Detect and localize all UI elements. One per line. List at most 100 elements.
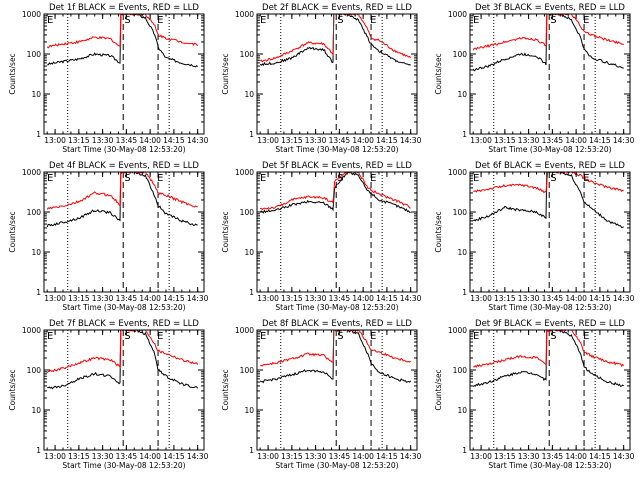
plot-frame bbox=[43, 13, 205, 135]
x-tick-label: 13:15 bbox=[494, 136, 516, 145]
mid-marker-label: S bbox=[550, 331, 556, 342]
y-tick-label: 1 bbox=[249, 288, 254, 297]
mid-marker-label: S bbox=[337, 331, 343, 342]
start-marker-label: E bbox=[473, 331, 479, 342]
x-tick-label: 14:00 bbox=[139, 136, 161, 145]
start-marker-label: E bbox=[473, 173, 479, 184]
x-tick-label: 14:30 bbox=[400, 136, 422, 145]
x-tick-label: 13:30 bbox=[305, 452, 327, 461]
events-series-line bbox=[259, 330, 412, 384]
x-tick-label: 14:15 bbox=[589, 136, 611, 145]
y-axis-label: Counts/sec bbox=[8, 369, 17, 410]
y-tick-label: 100 bbox=[240, 50, 255, 59]
x-axis-label: Start Time (30-May-08 12:53:20) bbox=[62, 461, 185, 470]
y-tick-label: 100 bbox=[27, 366, 42, 375]
y-tick-label: 1000 bbox=[22, 326, 41, 335]
x-tick-label: 13:00 bbox=[44, 294, 66, 303]
y-axis-label: Counts/sec bbox=[434, 53, 443, 94]
x-tick-label: 13:45 bbox=[116, 136, 138, 145]
start-marker-label: E bbox=[473, 15, 479, 26]
lld-series-line bbox=[46, 14, 199, 49]
x-tick-label: 14:15 bbox=[589, 452, 611, 461]
x-tick-label: 13:45 bbox=[329, 452, 351, 461]
x-tick-label: 13:00 bbox=[44, 136, 66, 145]
x-axis-label: Start Time (30-May-08 12:53:20) bbox=[488, 145, 611, 154]
end-marker-label: E bbox=[583, 15, 589, 26]
plot-frame bbox=[43, 329, 205, 451]
x-tick-label: 13:15 bbox=[494, 294, 516, 303]
x-tick-label: 13:30 bbox=[518, 294, 540, 303]
x-axis-label: Start Time (30-May-08 12:53:20) bbox=[275, 303, 398, 312]
x-tick-label: 14:30 bbox=[187, 136, 209, 145]
x-tick-label: 14:00 bbox=[565, 294, 587, 303]
x-tick-label: 13:30 bbox=[305, 136, 327, 145]
chart-panel-2: Det 2f BLACK = Events, RED = LLD 1 10 100 10… bbox=[221, 3, 422, 154]
x-tick-label: 14:15 bbox=[376, 452, 398, 461]
panel-title: Det 8f BLACK = Events, RED = LLD bbox=[262, 319, 412, 329]
y-tick-label: 1 bbox=[462, 288, 467, 297]
y-tick-label: 1 bbox=[36, 446, 41, 455]
panel-title: Det 2f BLACK = Events, RED = LLD bbox=[262, 3, 412, 13]
x-tick-label: 14:30 bbox=[400, 294, 422, 303]
x-tick-label: 14:15 bbox=[163, 294, 185, 303]
x-tick-label: 13:45 bbox=[329, 136, 351, 145]
lld-series-line bbox=[473, 330, 625, 368]
y-tick-label: 1000 bbox=[235, 326, 254, 335]
chart-panel-8: Det 8f BLACK = Events, RED = LLD 1 10 100 10… bbox=[221, 319, 422, 470]
mid-marker-label: S bbox=[124, 15, 130, 26]
events-series-line bbox=[259, 172, 411, 214]
y-tick-label: 1 bbox=[249, 130, 254, 139]
start-marker-label: E bbox=[260, 15, 266, 26]
end-marker-label: E bbox=[370, 173, 376, 184]
y-axis-label: Counts/sec bbox=[221, 211, 230, 252]
x-tick-label: 14:30 bbox=[187, 294, 209, 303]
x-tick-label: 13:30 bbox=[92, 294, 114, 303]
lld-series-line bbox=[259, 330, 411, 367]
plot-frame bbox=[256, 171, 418, 293]
x-tick-label: 14:15 bbox=[163, 136, 185, 145]
y-axis-label: Counts/sec bbox=[8, 211, 17, 252]
y-tick-label: 10 bbox=[457, 248, 467, 257]
y-tick-label: 1000 bbox=[448, 10, 467, 19]
x-tick-label: 13:00 bbox=[470, 452, 492, 461]
plot-frame bbox=[43, 171, 205, 293]
y-tick-label: 100 bbox=[453, 208, 468, 217]
x-tick-label: 13:30 bbox=[518, 452, 540, 461]
y-tick-label: 100 bbox=[240, 208, 255, 217]
x-tick-label: 13:45 bbox=[116, 452, 138, 461]
y-tick-label: 100 bbox=[27, 208, 42, 217]
lld-series-line bbox=[46, 330, 199, 374]
y-tick-label: 10 bbox=[244, 90, 254, 99]
events-series-line bbox=[472, 172, 624, 229]
start-marker-label: E bbox=[260, 173, 266, 184]
plot-frame bbox=[469, 329, 631, 451]
plot-frame bbox=[469, 13, 631, 135]
mid-marker-label: S bbox=[550, 173, 556, 184]
chart-panel-7: Det 7f BLACK = Events, RED = LLD 1 10 100 10… bbox=[8, 319, 209, 470]
mid-marker-label: S bbox=[124, 331, 130, 342]
chart-panel-5: Det 5f BLACK = Events, RED = LLD 1 10 100 10… bbox=[221, 161, 422, 312]
y-tick-label: 1000 bbox=[448, 168, 467, 177]
y-tick-label: 1 bbox=[462, 130, 467, 139]
chart-panel-6: Det 6f BLACK = Events, RED = LLD 1 10 100 10… bbox=[434, 161, 635, 312]
y-tick-label: 1 bbox=[36, 130, 41, 139]
x-tick-label: 13:30 bbox=[92, 136, 114, 145]
x-tick-label: 13:30 bbox=[518, 136, 540, 145]
x-tick-label: 13:45 bbox=[542, 452, 564, 461]
x-tick-label: 13:00 bbox=[470, 136, 492, 145]
y-tick-label: 1000 bbox=[22, 168, 41, 177]
x-tick-label: 13:45 bbox=[329, 294, 351, 303]
events-series-line bbox=[472, 330, 625, 387]
x-tick-label: 14:15 bbox=[589, 294, 611, 303]
chart-panel-9: Det 9f BLACK = Events, RED = LLD 1 10 100 10… bbox=[434, 319, 635, 470]
y-tick-label: 10 bbox=[244, 406, 254, 415]
mid-marker-label: S bbox=[550, 15, 556, 26]
x-tick-label: 13:15 bbox=[68, 452, 90, 461]
end-marker-label: E bbox=[157, 331, 163, 342]
end-marker-label: E bbox=[583, 331, 589, 342]
y-tick-label: 100 bbox=[240, 366, 255, 375]
x-tick-label: 13:00 bbox=[257, 294, 279, 303]
x-tick-label: 13:30 bbox=[92, 452, 114, 461]
panel-title: Det 6f BLACK = Events, RED = LLD bbox=[475, 161, 625, 171]
